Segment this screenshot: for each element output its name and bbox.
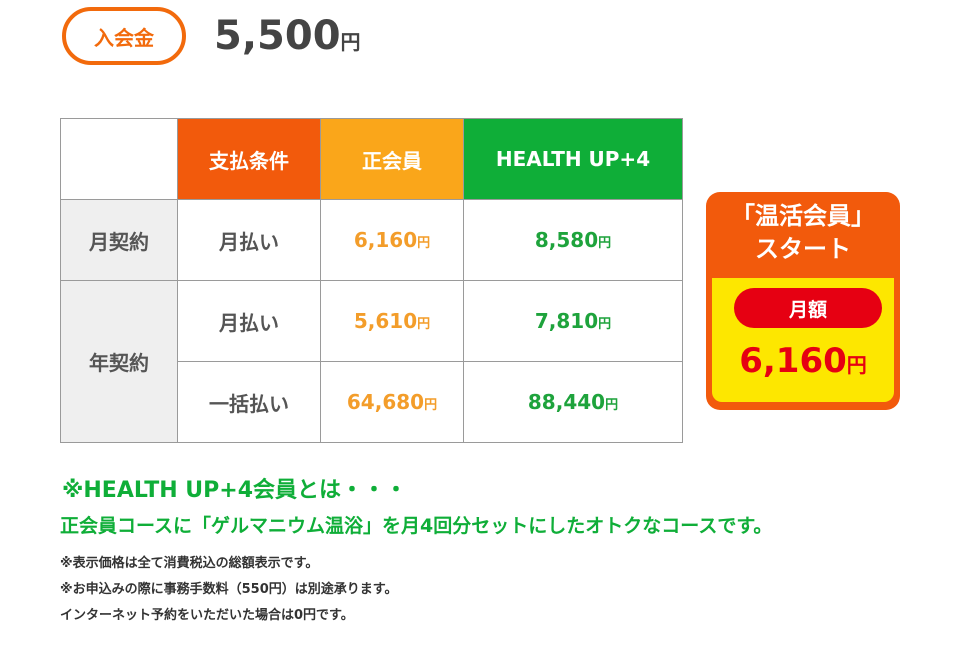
- enrollment-fee-yen: 円: [340, 30, 361, 54]
- payment-method: 一括払い: [177, 361, 321, 443]
- header-payment-condition: 支払条件: [177, 118, 321, 200]
- regular-price: 6,160: [353, 228, 418, 252]
- price-table: 支払条件 正会員 HEALTH UP+4 月契約 月払い 6,160円 8,58…: [60, 118, 683, 443]
- health-up-price-cell: 8,580円: [463, 199, 683, 281]
- contract-monthly: 月契約: [60, 199, 178, 281]
- health-up-note-description: 正会員コースに「ゲルマニウム温浴」を月4回分セットにしたオトクなコースです。: [60, 515, 773, 537]
- health-up-price: 88,440: [527, 390, 606, 414]
- regular-price-cell: 5,610円: [320, 280, 464, 362]
- payment-method: 月払い: [177, 280, 321, 362]
- header-health-up: HEALTH UP+4: [463, 118, 683, 200]
- yen-unit: 円: [417, 317, 431, 332]
- table-row: 一括払い 64,680円 88,440円: [61, 361, 683, 443]
- health-up-price: 8,580: [534, 228, 599, 252]
- promo-title: 「温活会員」 スタート: [706, 200, 900, 266]
- yen-unit: 円: [424, 398, 438, 413]
- promo-title-line1: 「温活会員」: [731, 202, 875, 230]
- regular-price-cell: 64,680円: [320, 361, 464, 443]
- price-table-header: 支払条件 正会員 HEALTH UP+4: [60, 118, 683, 200]
- header-regular-member: 正会員: [320, 118, 464, 200]
- payment-method: 月払い: [177, 199, 321, 281]
- tax-note: ※表示価格は全て消費税込の総額表示です。: [60, 556, 319, 571]
- yen-unit: 円: [417, 236, 431, 251]
- warm-member-promo: 「温活会員」 スタート 月額 6,160円: [706, 192, 900, 410]
- promo-price-panel: 月額 6,160円: [712, 278, 894, 402]
- enrollment-fee-amount: 5,500円: [214, 12, 361, 66]
- enrollment-fee-badge: 入会金: [62, 7, 186, 65]
- enrollment-fee-value: 5,500: [214, 13, 341, 59]
- promo-monthly-label: 月額: [734, 288, 882, 328]
- regular-price: 64,680: [346, 390, 425, 414]
- promo-price-yen: 円: [846, 353, 867, 377]
- health-up-price-cell: 88,440円: [463, 361, 683, 443]
- regular-price: 5,610: [353, 309, 418, 333]
- fee-note: ※お申込みの際に事務手数料（550円）は別途承ります。: [60, 582, 398, 597]
- enrollment-fee-label: 入会金: [94, 25, 154, 50]
- yen-unit: 円: [598, 236, 612, 251]
- regular-price-cell: 6,160円: [320, 199, 464, 281]
- health-up-price-cell: 7,810円: [463, 280, 683, 362]
- table-row: 年契約 月払い 5,610円 7,810円: [60, 280, 683, 443]
- promo-price-value: 6,160: [739, 341, 847, 381]
- health-up-note-title: ※HEALTH UP+4会員とは・・・: [62, 478, 408, 503]
- promo-price: 6,160円: [712, 336, 894, 390]
- contract-yearly: 年契約: [60, 280, 178, 443]
- health-up-price: 7,810: [534, 309, 599, 333]
- header-empty-cell: [60, 118, 178, 200]
- table-row: 月契約 月払い 6,160円 8,580円: [60, 199, 683, 281]
- yen-unit: 円: [598, 317, 612, 332]
- yen-unit: 円: [605, 398, 619, 413]
- internet-note: インターネット予約をいただいた場合は0円です。: [60, 608, 354, 623]
- promo-title-line2: スタート: [755, 235, 851, 263]
